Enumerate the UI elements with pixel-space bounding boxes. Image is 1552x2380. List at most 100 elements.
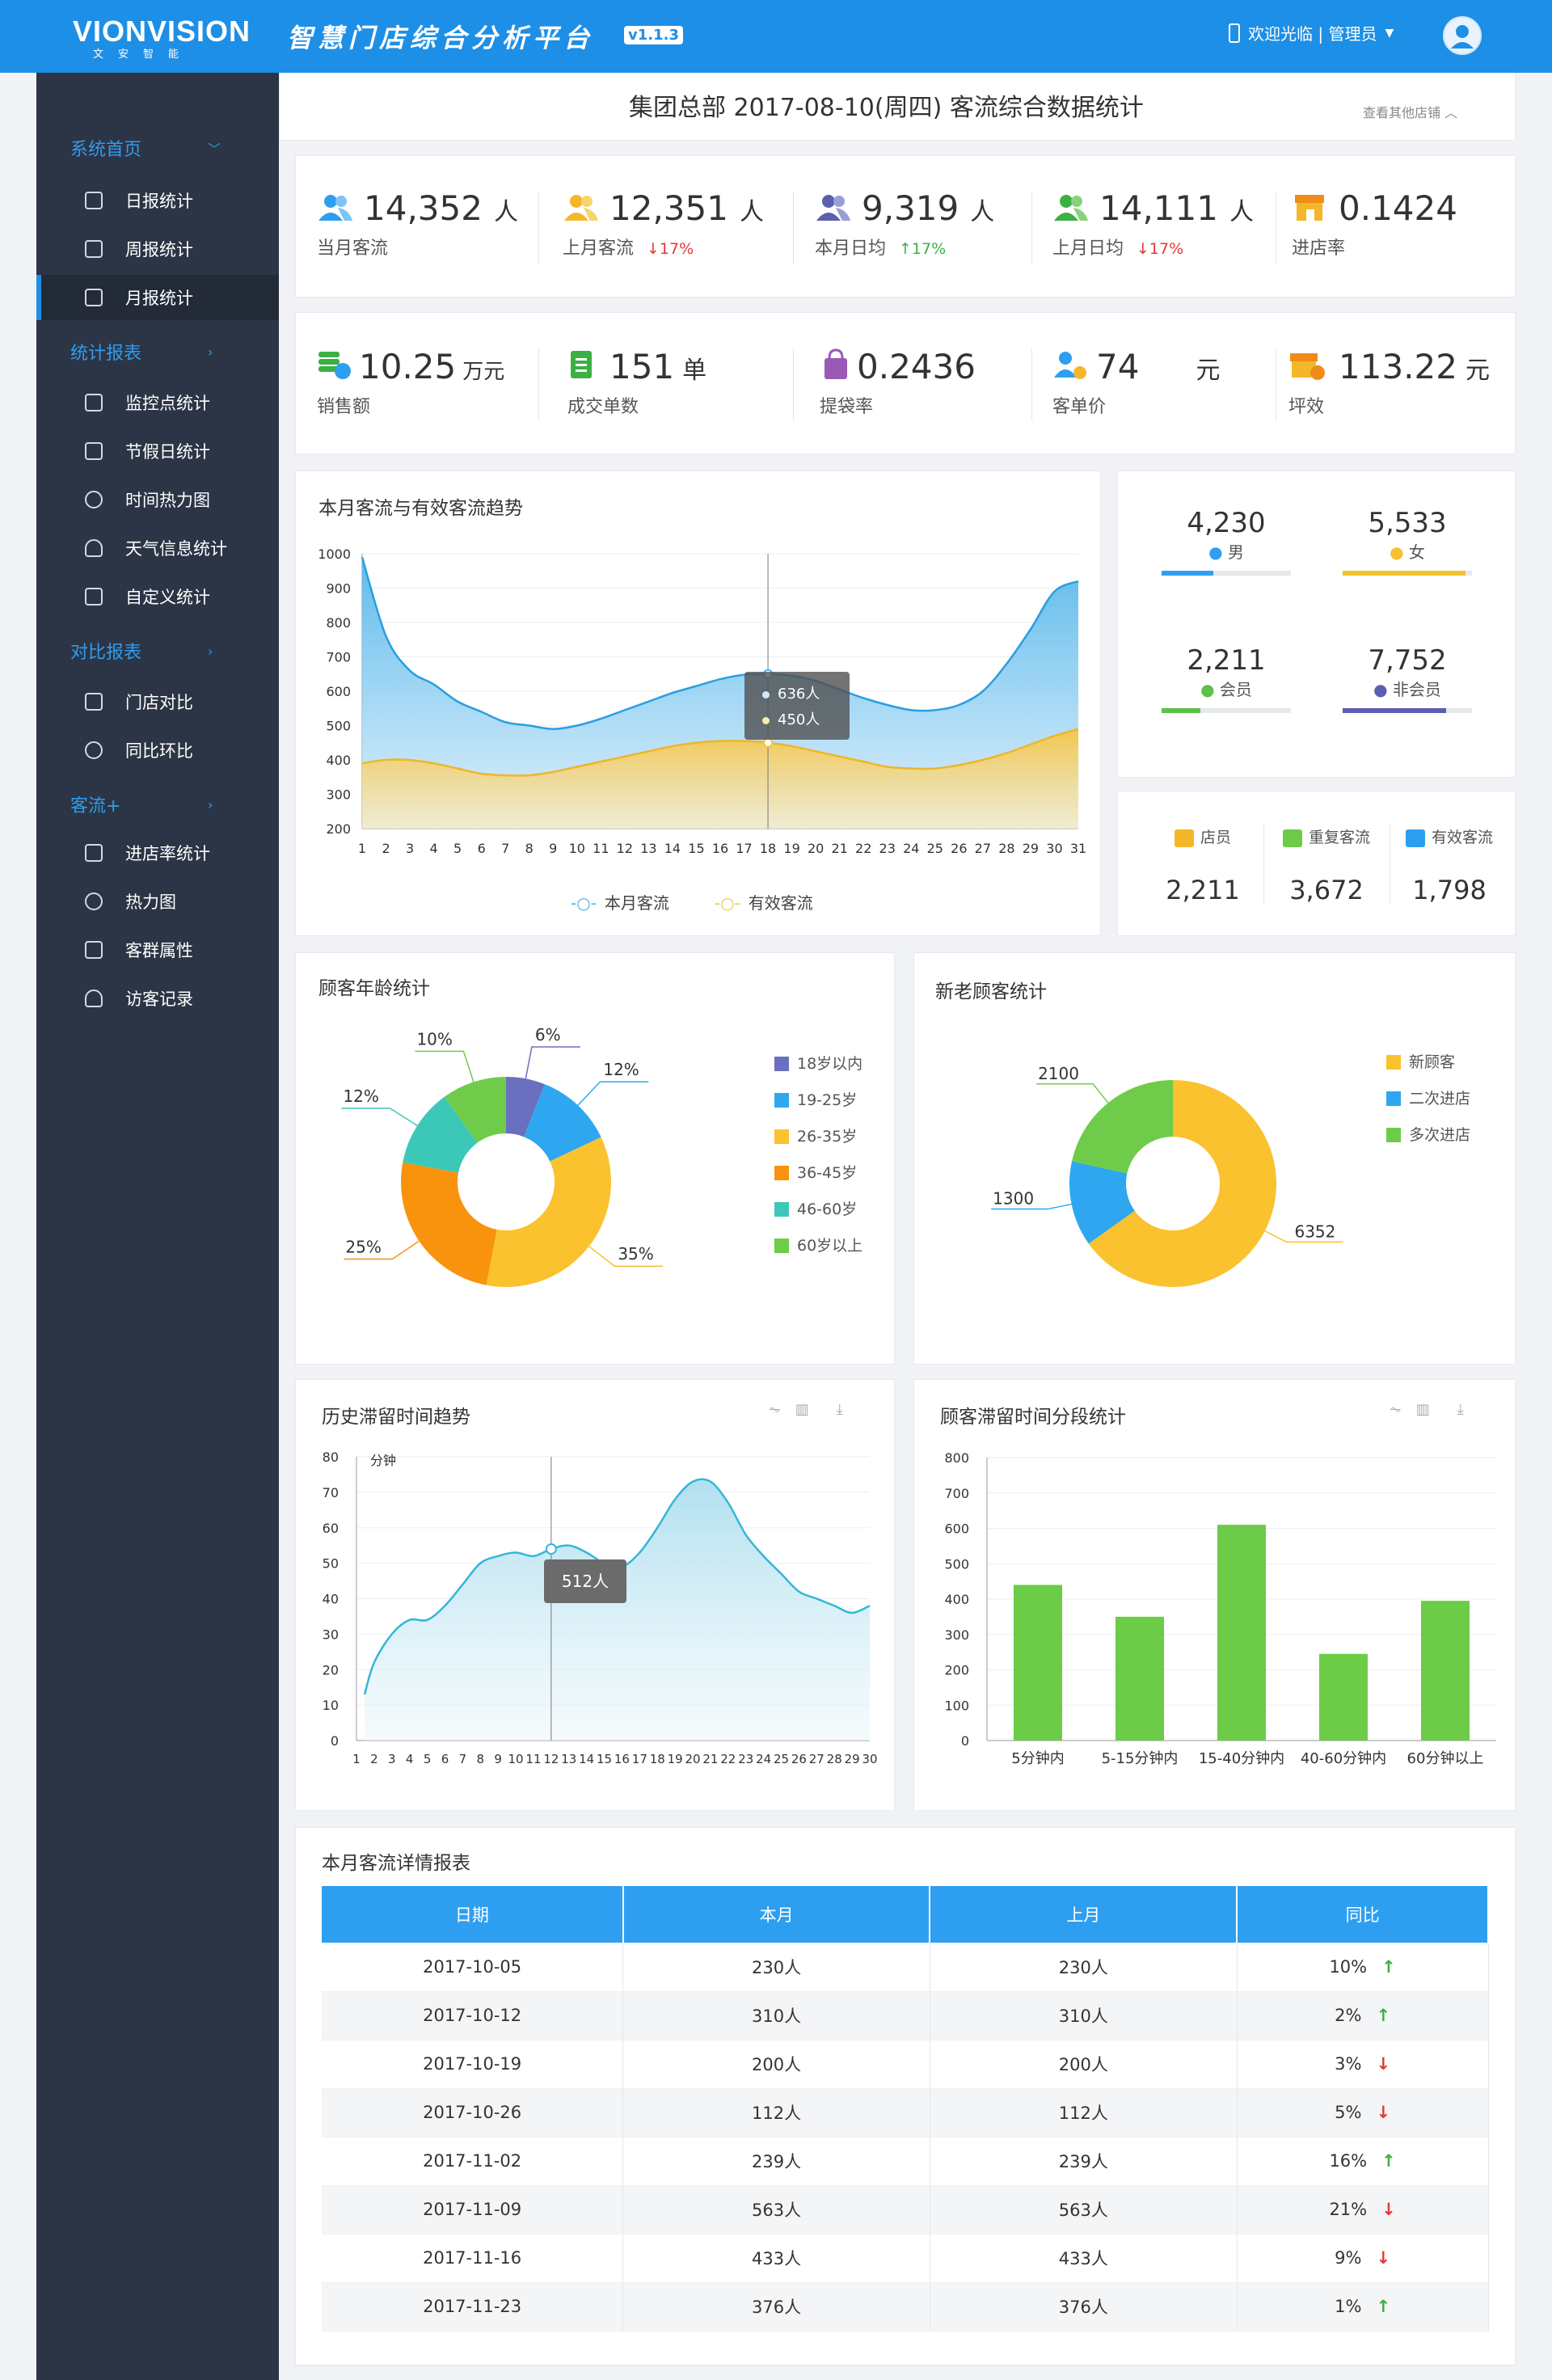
table-row[interactable]: 2017-10-12 310人 310人 2% ↑ [322,1991,1489,2040]
detail-table: 日期 本月 上月 同比 2017-10-05 230人 230人 10% ↑ 2017-1… [322,1886,1489,2331]
cell-date: 2017-11-09 [322,2185,624,2234]
other-stores-link[interactable]: 查看其他店铺 ︿ [1363,102,1457,121]
dwell-bar-chart[interactable]: 0 100 200 300 400 500 600 700 800 5分钟内 5-15分钟内 15-4… [914,1380,1516,1812]
dwell-trend-panel: 历史滞留时间趋势 ⏦ ▥ ⤓ 0 10 20 30 40 50 60 70 80 1 2 3 4 5 6 7 8 9 1… [295,1379,895,1811]
x-tick-label: 3 [406,841,414,856]
metric-unit: 人 [970,198,995,226]
table-row[interactable]: 2017-10-05 230人 230人 10% ↑ [322,1943,1489,1992]
calendar-check-icon [85,442,103,460]
phone-icon[interactable] [1229,23,1240,43]
metric-value: 113.22 [1339,347,1457,386]
metric-label: 进店率 [1292,234,1345,260]
metric-value: 0.2436 [857,347,976,386]
metric-value: 151 [609,347,675,386]
legend-swatch [774,1093,789,1108]
download-icon[interactable]: ⤓ [836,1401,843,1418]
sidebar-group-compare[interactable]: 对比报表 › [36,631,279,671]
column-header-date[interactable]: 日期 [322,1886,624,1943]
x-tick-label: 1 [358,841,366,856]
series-area-1 [362,728,1078,829]
metric-label-text: 销售额 [317,397,371,417]
sidebar-item-daily[interactable]: 日报统计 [36,178,279,223]
y-tick-label: 70 [323,1485,339,1500]
metric-label-text: 上月日均 [1052,238,1124,259]
table-row[interactable]: 2017-11-02 239人 239人 16% ↑ [322,2137,1489,2186]
sidebar-item-store-compare[interactable]: 门店对比 [36,679,279,724]
sidebar-item-visitor-log[interactable]: 访客记录 [36,976,279,1021]
table-row[interactable]: 2017-10-19 200人 200人 3% ↓ [322,2040,1489,2089]
label-line [588,1246,664,1267]
welcome-text: 欢迎光临 | 管理员 [1248,24,1377,44]
sidebar-item-heatmap[interactable]: 热力图 [36,879,279,924]
sidebar-item-holiday[interactable]: 节假日统计 [36,428,279,474]
label-line [991,1203,1072,1210]
sidebar-item-time-heatmap[interactable]: 时间热力图 [36,477,279,522]
bar-chart-icon[interactable]: ▥ [1415,1401,1430,1418]
table-row[interactable]: 2017-11-16 433人 433人 9% ↓ [322,2234,1489,2283]
y-tick-label: 600 [326,684,351,699]
x-tick-label: 15 [688,841,704,856]
tooltip-value: 636人 [778,686,820,703]
line-chart-icon[interactable]: ⏦ [769,1401,781,1418]
y-tick-label: 20 [323,1662,339,1677]
x-tick-label: 12 [543,1752,559,1766]
table-row[interactable]: 2017-10-26 112人 112人 5% ↓ [322,2088,1489,2137]
male-icon: ● [1208,542,1223,562]
calendar-icon [85,240,103,258]
user-menu[interactable]: 欢迎光临 | 管理员 ▼ [1229,21,1394,44]
chart-toolbar: ⏦ ▥ ⤓ [769,1401,843,1418]
x-tick-label: 13 [561,1752,576,1766]
table-row[interactable]: 2017-11-09 563人 563人 21% ↓ [322,2185,1489,2234]
avatar[interactable] [1443,16,1482,55]
line-chart-icon[interactable]: ⏦ [1390,1401,1402,1418]
stat-label: 有效客流 [1431,829,1493,846]
member-icon: ● [1200,680,1215,699]
sidebar-item-entry-rate[interactable]: 进店率统计 [36,830,279,876]
legend-swatch [774,1129,789,1144]
metrics-panel-sales: 10.25 万元 销售额 151 单 成交单数 0.2436 提袋率 74 元 客单价… [295,312,1516,454]
x-tick-label: 2 [370,1752,378,1766]
divider [538,192,539,264]
sidebar-item-yoy[interactable]: 同比环比 [36,728,279,773]
metric-unit: 人 [493,198,518,226]
x-tick-label: 14 [579,1752,594,1766]
bar-chart-icon[interactable]: ▥ [795,1401,809,1418]
metric-label-text: 提袋率 [820,397,874,417]
sidebar-item-demographics[interactable]: 客群属性 [36,927,279,973]
legend-item[interactable]: -○- 本月客流 [571,893,669,913]
sidebar-item-monthly[interactable]: 月报统计 [36,275,279,320]
bag-icon [824,348,847,379]
clock-icon [85,491,103,508]
y-tick-label: 80 [323,1450,339,1465]
metric-label: 上月日均 ↓17% [1052,234,1183,260]
sidebar-item-weekly[interactable]: 周报统计 [36,226,279,272]
sidebar-item-monitor[interactable]: 监控点统计 [36,380,279,425]
table-row[interactable]: 2017-11-23 376人 376人 1% ↑ [322,2282,1489,2331]
column-header-yoy[interactable]: 同比 [1237,1886,1489,1943]
bar [1319,1653,1368,1741]
sidebar-item-label: 周报统计 [125,240,193,260]
sidebar-item-custom[interactable]: 自定义统计 [36,574,279,619]
sidebar-group-traffic[interactable]: 客流+ › [36,784,279,825]
x-tick-label: 4 [406,1752,414,1766]
y-tick-label: 200 [326,821,351,837]
caret-down-icon[interactable]: ▼ [1385,26,1394,40]
x-tick-label: 26 [791,1752,807,1766]
legend-item[interactable]: -○- 有效客流 [714,893,813,913]
x-tick-label: 30 [1046,841,1062,856]
sidebar-group-home[interactable]: 系统首页 ﹀ [36,128,279,168]
column-header-current[interactable]: 本月 [622,1886,931,1943]
sidebar-group-reports[interactable]: 统计报表 › [36,331,279,372]
metric-label-text: 上月客流 [563,238,635,259]
sidebar-item-weather[interactable]: 天气信息统计 [36,525,279,571]
age-donut-chart[interactable]: 6% 12% 35% 25% 12% 10% 18岁以内 19-25岁 26-35岁 36-45岁… [296,953,896,1365]
x-tick-label: 10 [569,841,585,856]
download-icon[interactable]: ⤓ [1457,1401,1464,1418]
cell-yoy: 16% ↑ [1237,2137,1489,2186]
demo-progress-fill [1343,571,1466,576]
clipboard-icon [571,351,592,378]
column-header-previous[interactable]: 上月 [930,1886,1238,1943]
